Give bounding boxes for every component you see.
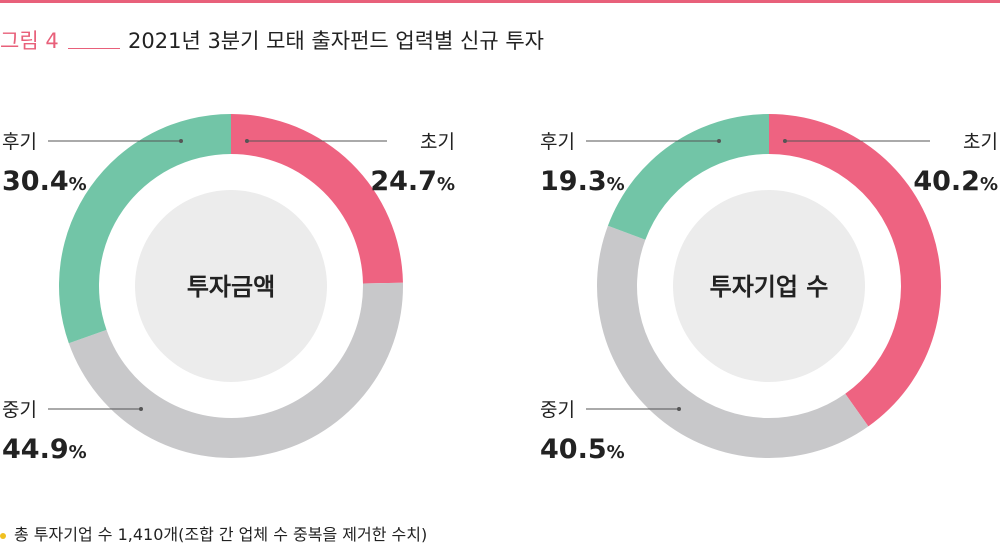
chart2-label-early: 초기 [963,131,998,153]
chart1-value-middle: 44.9% [2,434,87,465]
chart1-slice-early [231,114,403,284]
chart2-slice-early [769,114,941,427]
figure-header: 그림 4 2021년 3분기 모태 출자펀드 업력별 신규 투자 [0,26,1000,56]
chart1-label-middle: 중기 [2,399,37,421]
chart2-value-middle: 40.5% [540,434,625,465]
chart1-leader-dot-late [179,139,183,143]
chart1-slice-middle [68,282,404,459]
chart2-label-middle: 중기 [540,399,575,421]
chart1-value-late: 30.4% [2,166,87,197]
chart2-slice-late [607,114,769,240]
chart2-leader-dot-early [782,139,787,143]
chart1-center-disc [135,190,327,382]
chart2-value-early: 40.2% [913,166,998,197]
chart2-slice-middle [596,225,869,458]
figure-label-underline [68,48,120,49]
chart2-leader-dot-middle [677,407,681,411]
footnote-text: 총 투자기업 수 1,410개(조합 간 업체 수 중복을 제거한 수치) [14,525,428,544]
chart1-label-late: 후기 [2,131,37,153]
top-rule [0,0,1000,3]
chart1-leader-dot-early [244,139,249,143]
bullet-icon [0,532,6,539]
chart2-label-late: 후기 [540,131,575,153]
chart1-value-early: 24.7% [370,166,455,197]
chart2-leader-dot-late [717,139,721,143]
chart1-label-early: 초기 [420,131,455,153]
figure-label: 그림 4 [0,29,59,53]
chart1-slice-late [58,114,232,344]
footnote: 총 투자기업 수 1,410개(조합 간 업체 수 중복을 제거한 수치) [0,524,427,546]
chart1-center-label: 투자금액 [187,273,275,301]
chart1-leader-dot-middle [139,407,143,411]
chart2-value-late: 19.3% [540,166,625,197]
chart2-center-label: 투자기업 수 [710,273,829,301]
chart2-center-disc [673,190,865,382]
figure-title: 2021년 3분기 모태 출자펀드 업력별 신규 투자 [128,29,544,53]
